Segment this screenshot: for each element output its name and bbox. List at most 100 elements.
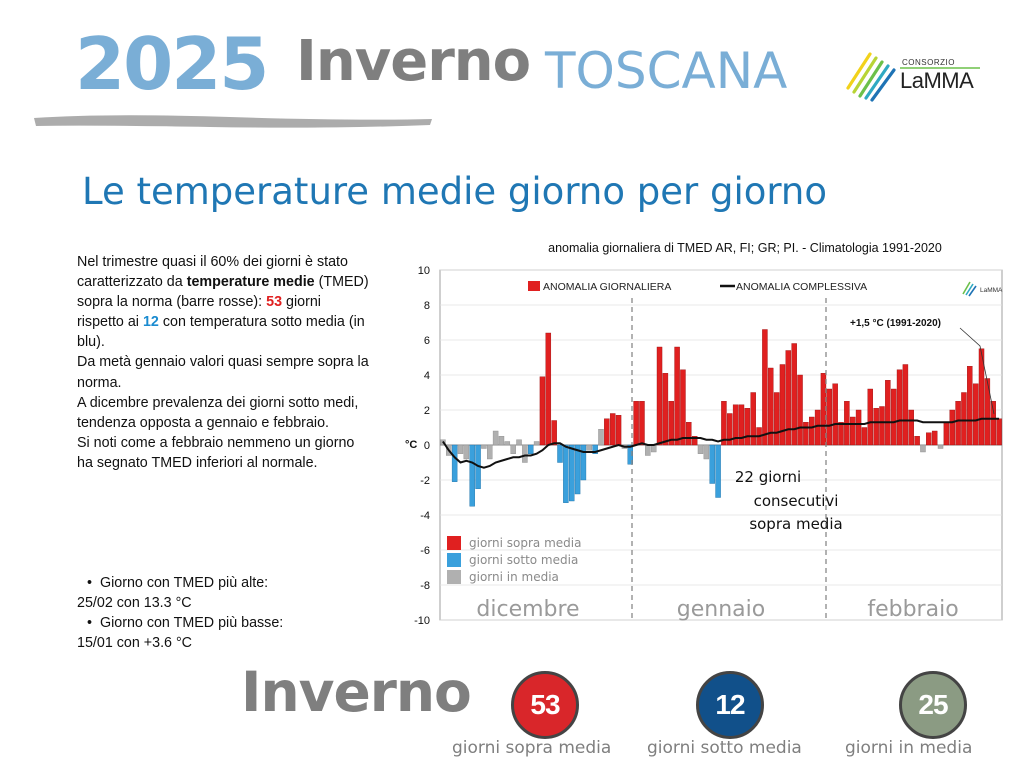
daily-bar	[791, 343, 797, 446]
daily-bar	[738, 404, 745, 446]
header-year: 2025	[75, 22, 269, 106]
daily-bar	[574, 444, 581, 495]
legend-normal-label: giorni in media	[469, 570, 559, 584]
daily-bar	[908, 409, 914, 446]
daily-bar	[463, 444, 470, 460]
daily-bar	[967, 366, 973, 446]
daily-bar	[826, 388, 833, 446]
gridlines	[440, 269, 1002, 621]
daily-bar	[528, 444, 534, 454]
daily-bar	[568, 444, 575, 502]
legend-above-swatch	[447, 536, 461, 550]
daily-bar	[943, 422, 950, 446]
daily-bar	[773, 392, 780, 446]
intro-p3: A dicembre prevalenza dei giorni sotto m…	[77, 394, 359, 431]
daily-bar	[984, 378, 991, 446]
circle-above-count: 53	[511, 671, 579, 739]
y-tick-label: -4	[420, 510, 430, 522]
streak-line-3: sopra media	[749, 515, 842, 533]
daily-bar	[890, 388, 897, 446]
annotation-overall-value: +1,5 °C (1991-2020)	[850, 318, 941, 329]
intro-text: Nel trimestre quasi il 60% dei giorni è …	[77, 252, 369, 473]
legend-below-label: giorni sotto media	[469, 553, 578, 567]
y-tick-label: -8	[420, 580, 430, 592]
daily-bar	[697, 444, 704, 454]
daily-bar	[510, 444, 516, 454]
daily-bar	[451, 444, 458, 482]
daily-bar	[668, 401, 674, 446]
daily-bar	[715, 444, 721, 498]
bullet-value: 25/02 con 13.3 °C	[77, 595, 192, 611]
daily-bar	[498, 436, 505, 446]
y-tick-label: 2	[424, 405, 430, 417]
intro-num-above: 53	[266, 294, 283, 311]
label-normal: giorni in media	[845, 738, 973, 758]
label-above: giorni sopra media	[452, 738, 612, 758]
daily-bar	[680, 369, 686, 446]
daily-bar	[457, 444, 464, 454]
legend-red-swatch	[528, 281, 540, 291]
daily-bar	[627, 444, 633, 465]
daily-bar	[832, 383, 838, 446]
daily-bar	[598, 429, 604, 446]
daily-bar	[797, 374, 803, 446]
daily-bar	[820, 373, 827, 446]
brush-stroke-decoration	[34, 115, 432, 128]
small-logo-icon	[962, 281, 977, 297]
daily-bar	[879, 406, 885, 446]
lamma-logo-icon	[846, 52, 980, 102]
y-tick-label: -2	[420, 475, 430, 487]
daily-bar	[504, 441, 511, 446]
daily-bar	[580, 444, 587, 481]
daily-bar	[639, 401, 645, 446]
legend-above-label: giorni sopra media	[469, 536, 581, 550]
intro-num-below: 12	[142, 314, 159, 331]
daily-bar	[609, 413, 616, 446]
daily-bar	[551, 420, 557, 446]
intro-p2: Da metà gennaio valori quasi sempre sopr…	[77, 354, 369, 391]
daily-bar	[873, 408, 879, 446]
daily-bar	[990, 401, 996, 446]
daily-bar	[955, 401, 961, 446]
y-tick-label: 0	[424, 440, 430, 452]
daily-bar	[920, 444, 926, 453]
intro-p1d: con temperatura sotto media (in blu).	[77, 314, 365, 351]
daily-bar	[785, 350, 792, 446]
intro-p1c: giorni rispetto ai	[77, 294, 321, 331]
daily-bar	[914, 436, 920, 446]
label-below: giorni sotto media	[647, 738, 802, 758]
bullet-label: Giorno con TMED più basse:	[99, 615, 284, 631]
intro-p1b: (TMED) sopra la norma (barre rosse):	[77, 274, 369, 311]
daily-bar	[703, 444, 710, 460]
circle-below-count: 12	[696, 671, 764, 739]
daily-bar	[604, 418, 610, 446]
daily-bar	[926, 432, 932, 446]
daily-bar	[481, 444, 487, 449]
cumulative-anomaly-line	[442, 417, 1000, 469]
daily-bar	[744, 408, 751, 446]
daily-bar	[978, 348, 985, 446]
y-tick-label: -6	[420, 545, 430, 557]
daily-bar	[674, 346, 680, 446]
daily-bar	[686, 422, 692, 446]
legend-daily-anomaly: ANOMALIA GIORNALIERA	[543, 281, 671, 293]
daily-bar	[937, 444, 944, 449]
daily-bar	[867, 388, 874, 446]
daily-bar	[861, 427, 868, 446]
bullet-item: • Giorno con TMED più alte: 25/02 con 13…	[77, 575, 269, 611]
daily-bar	[516, 439, 522, 446]
logo-lamma-text: LaMMA	[900, 68, 974, 93]
daily-bar	[721, 401, 727, 446]
bullet-list: • Giorno con TMED più alte: 25/02 con 13…	[77, 573, 377, 653]
daily-bar	[522, 444, 528, 463]
intro-p4: Si noti come a febbraio nemmeno un giorn…	[77, 434, 355, 471]
y-tick-label: 8	[424, 300, 430, 312]
header-season: Inverno	[296, 29, 531, 94]
daily-bar	[849, 416, 856, 446]
annotation-leader-line	[959, 327, 995, 415]
daily-bar	[838, 422, 844, 446]
logo-consorzio-text: CONSORZIO	[902, 58, 955, 67]
daily-bar	[662, 373, 669, 446]
small-logo-text: LaMMA	[980, 287, 1003, 294]
daily-bar	[633, 401, 639, 446]
